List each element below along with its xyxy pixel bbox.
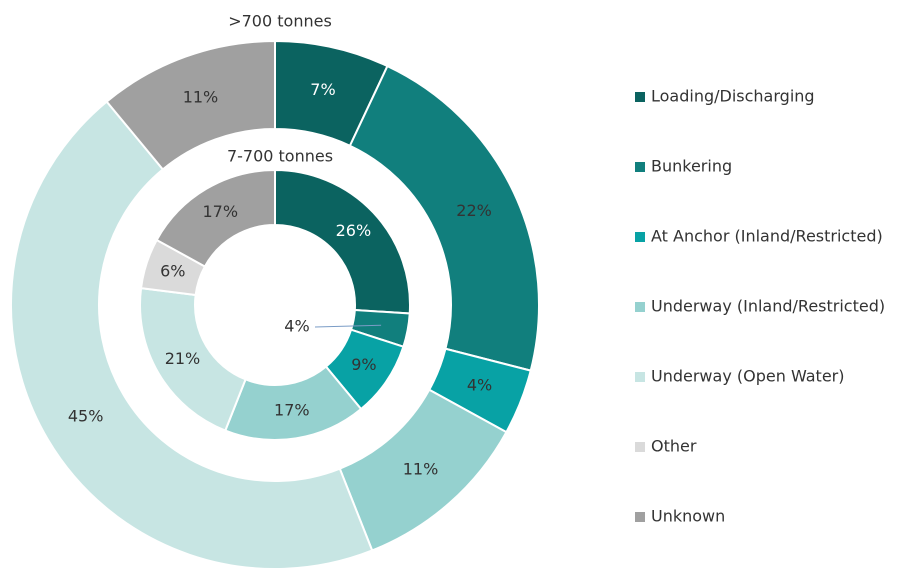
segment: [105, 39, 276, 171]
legend-label: Unknown: [651, 507, 725, 526]
value-label: 17%: [202, 202, 238, 221]
leader-line: [314, 324, 382, 328]
value-label: 9%: [351, 355, 376, 374]
legend-swatch: [635, 162, 645, 172]
legend-label: Other: [651, 437, 697, 456]
value-label: 22%: [456, 201, 492, 220]
value-label: 17%: [274, 401, 310, 420]
value-label: 11%: [403, 460, 439, 479]
legend-label: Loading/Discharging: [651, 87, 815, 106]
legend-swatch: [635, 512, 645, 522]
legend-swatch: [635, 302, 645, 312]
value-label: 26%: [336, 221, 372, 240]
legend-label: At Anchor (Inland/Restricted): [651, 227, 883, 246]
segment: [155, 168, 276, 268]
value-label: 6%: [160, 261, 185, 280]
legend-swatch: [635, 442, 645, 452]
legend-label: Underway (Inland/Restricted): [651, 297, 885, 316]
legend-swatch: [635, 92, 645, 102]
legend-swatch: [635, 372, 645, 382]
value-label: 21%: [165, 349, 201, 368]
value-label: 45%: [68, 406, 104, 425]
value-label: 11%: [183, 88, 219, 107]
value-label: 4%: [467, 375, 492, 394]
value-label: 7%: [310, 80, 335, 99]
segment: [274, 168, 411, 315]
value-label: 4%: [284, 317, 309, 336]
legend-swatch: [635, 232, 645, 242]
ring-title: >700 tonnes: [228, 12, 332, 31]
legend-label: Underway (Open Water): [651, 367, 844, 386]
segment: [10, 100, 374, 570]
ring-title: 7-700 tonnes: [227, 147, 333, 166]
legend-label: Bunkering: [651, 157, 732, 176]
